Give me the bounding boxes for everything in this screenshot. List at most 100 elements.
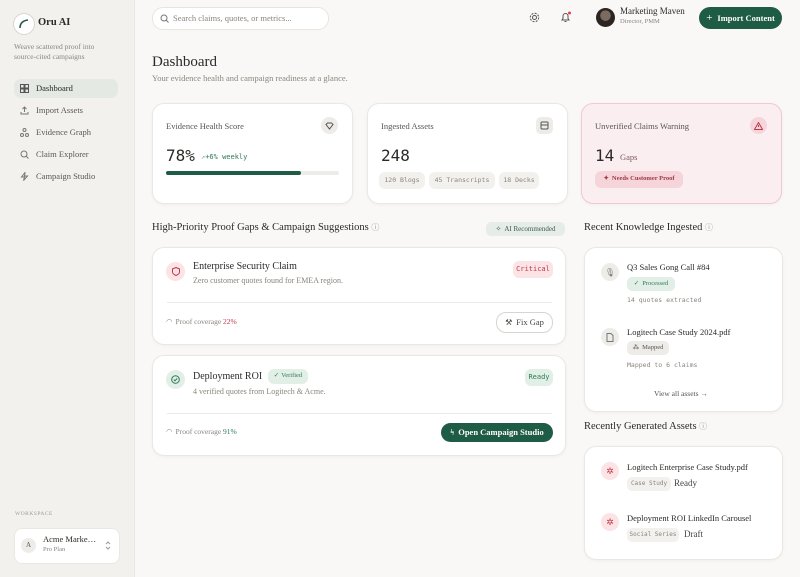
workspace-label: WORKSPACE: [15, 511, 53, 517]
nav-item[interactable]: Campaign Studio: [14, 167, 118, 186]
section-title-text: Recently Generated Assets: [584, 421, 697, 432]
search-icon: [160, 14, 169, 23]
item-name: Q3 Sales Gong Call #84: [627, 262, 710, 272]
section-title-text: Recent Knowledge Ingested: [584, 222, 703, 233]
workspace-avatar: A: [21, 538, 36, 553]
item-icon: ✲: [601, 462, 619, 480]
gap-card: Deployment ROI ✓ Verified 4 verified quot…: [152, 355, 566, 456]
search-placeholder: Search claims, quotes, or metrics...: [173, 13, 292, 23]
asset-type: Case Study: [627, 477, 671, 491]
coverage-value: 91%: [223, 427, 237, 436]
verified-tag: ✓ Verified: [268, 369, 308, 384]
section-title-text: High-Priority Proof Gaps & Campaign Sugg…: [152, 222, 369, 233]
gap-icon: [166, 262, 185, 281]
page-title: Dashboard: [152, 54, 217, 70]
workspace-plan: Pro Plan: [43, 546, 66, 553]
nav-label: Evidence Graph: [36, 127, 91, 138]
health-score: 78%: [166, 146, 195, 165]
coverage-label: Proof coverage: [175, 427, 222, 436]
nav-label: Claim Explorer: [36, 149, 89, 160]
stat-card: Evidence Health Score 78% ↗+6% weekly: [152, 103, 353, 204]
section-title: High-Priority Proof Gaps & Campaign Sugg…: [152, 222, 380, 233]
user-name: Marketing Maven: [620, 6, 685, 16]
workspace-name: Acme Marke…: [43, 534, 97, 544]
coverage: ◠ Proof coverage 22%: [166, 317, 237, 326]
status-text: Mapped: [642, 343, 664, 351]
ai-badge: ✧ AI Recommended: [486, 222, 565, 236]
view-all-link[interactable]: View all assets →: [654, 389, 708, 398]
nav-item[interactable]: Claim Explorer: [14, 145, 118, 164]
button-label: Fix Gap: [516, 317, 544, 328]
item-icon: [601, 328, 619, 346]
nav-label: Dashboard: [36, 83, 73, 94]
gap-card: Enterprise Security Claim Zero customer …: [152, 247, 566, 345]
progress-fill: [166, 171, 301, 175]
search-box[interactable]: Search claims, quotes, or metrics...: [152, 7, 329, 30]
sidebar: Oru AI Weave scattered proof into source…: [0, 0, 135, 577]
nav-item[interactable]: Dashboard: [14, 79, 118, 98]
import-label: Import Content: [717, 12, 775, 23]
item-icon: 🎙︎: [601, 263, 619, 281]
asset-status: Draft: [684, 529, 703, 539]
gap-count: 14: [595, 146, 615, 165]
button-label: Open Campaign Studio: [458, 427, 544, 438]
status-pill: Critical: [513, 261, 553, 278]
nav-item[interactable]: Evidence Graph: [14, 123, 118, 142]
gap-icon: [166, 370, 185, 389]
notification-icon[interactable]: [560, 11, 572, 23]
warning-card: Unverified Claims Warning 14 Gaps ✦ Needs…: [581, 103, 782, 204]
tag-text: Verified: [281, 372, 303, 380]
page-subtitle: Your evidence health and campaign readin…: [152, 73, 348, 83]
asset-count: 248: [381, 146, 410, 165]
ai-badge-text: AI Recommended: [504, 224, 556, 233]
item-status: ✓ Processed: [627, 277, 675, 291]
progress-track: [166, 171, 339, 175]
chip: 45 Transcripts: [429, 172, 495, 189]
workspace-switcher[interactable]: A Acme Marke… Pro Plan: [14, 528, 120, 564]
import-button[interactable]: + Import Content: [699, 7, 782, 29]
gap-title: Enterprise Security Claim: [193, 261, 297, 272]
logo: [13, 13, 35, 35]
card-title: Unverified Claims Warning: [595, 121, 690, 131]
settings-icon[interactable]: [529, 12, 540, 23]
brand: Oru AI: [38, 17, 71, 28]
item-status: ⁂ Mapped: [627, 341, 669, 355]
campaign-studio-button[interactable]: ϟ Open Campaign Studio: [441, 423, 553, 442]
status-text: Processed: [642, 279, 669, 287]
user-avatar[interactable]: [596, 8, 615, 27]
fix-gap-button[interactable]: ⚒ Fix Gap: [496, 312, 553, 333]
coverage-label: Proof coverage: [175, 317, 222, 326]
card-icon: [536, 117, 553, 134]
gap-unit: Gaps: [620, 152, 638, 162]
card-title: Ingested Assets: [381, 121, 434, 131]
asset-name: Logitech Enterprise Case Study.pdf: [627, 462, 748, 472]
knowledge-card: 🎙︎ Q3 Sales Gong Call #84 ✓ Processed 14 …: [584, 247, 783, 412]
nav-label: Campaign Studio: [36, 171, 96, 182]
nav-item[interactable]: Import Assets: [14, 101, 118, 120]
card-title: Evidence Health Score: [166, 121, 244, 131]
gap-title: Deployment ROI: [193, 371, 263, 382]
card-icon: [321, 117, 338, 134]
item-detail: Mapped to 6 claims: [627, 361, 698, 369]
item-name: Logitech Case Study 2024.pdf: [627, 327, 731, 337]
link-text: View all assets: [654, 389, 699, 398]
asset-status: Ready: [674, 478, 697, 488]
coverage: ◠ Proof coverage 91%: [166, 427, 237, 436]
chip: 18 Decks: [499, 172, 539, 189]
chip: 120 Blogs: [379, 172, 425, 189]
coverage-value: 22%: [223, 317, 237, 326]
item-icon: ✲: [601, 513, 619, 531]
divider: [167, 413, 552, 414]
section-title: Recent Knowledge Ingested ⓘ: [584, 222, 714, 233]
card-icon: [750, 117, 767, 134]
stat-card: Ingested Assets 248 120 Blogs 45 Transcr…: [367, 103, 568, 204]
trend-text: +6% weekly: [205, 153, 248, 161]
warning-badge: ✦ Needs Customer Proof: [595, 171, 683, 188]
section-title: Recently Generated Assets ⓘ: [584, 421, 708, 432]
chevron-icon: [105, 541, 111, 550]
nav-label: Import Assets: [36, 105, 83, 116]
user-role: Director, PMM: [620, 18, 660, 25]
health-trend: ↗+6% weekly: [201, 153, 248, 161]
